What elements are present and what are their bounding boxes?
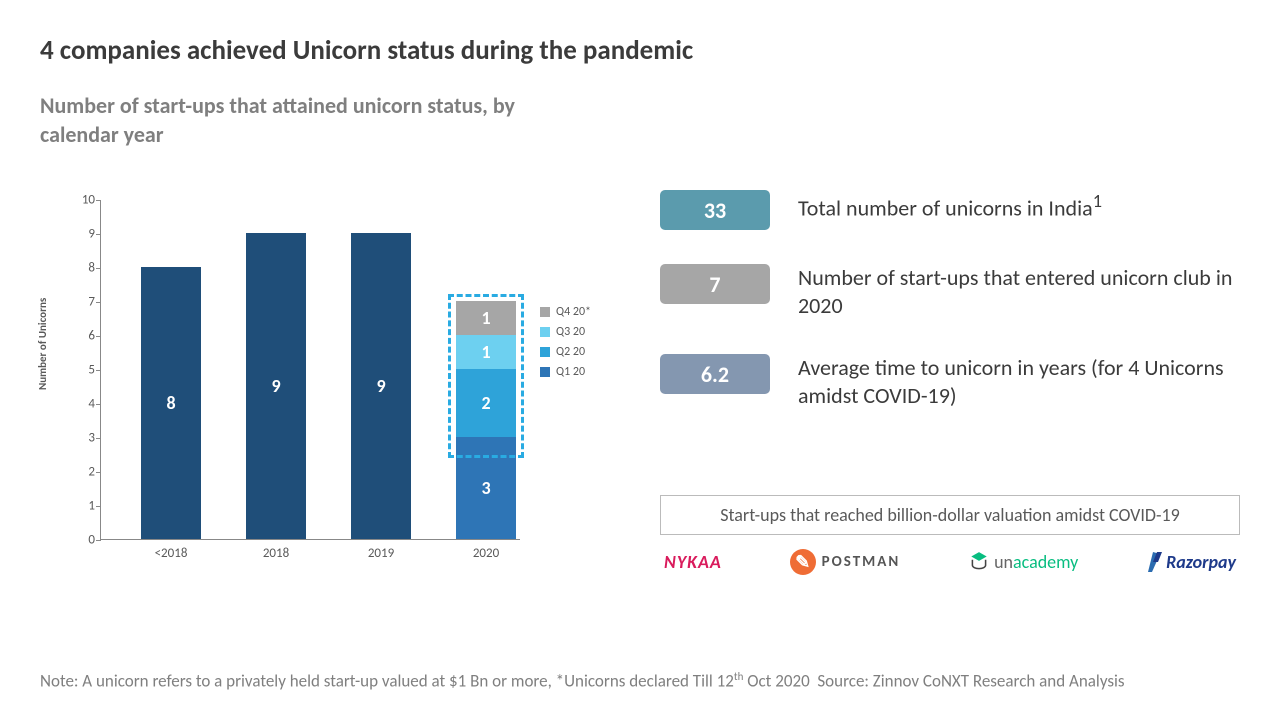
slide-title: 4 companies achieved Unicorn status duri… bbox=[40, 34, 693, 67]
bar-segment: 8 bbox=[141, 267, 201, 539]
y-tick: 5 bbox=[71, 363, 95, 378]
y-tick: 4 bbox=[71, 397, 95, 412]
bar-segment: 9 bbox=[246, 233, 306, 539]
y-tick: 0 bbox=[71, 533, 95, 548]
stat-badge: 7 bbox=[660, 264, 770, 304]
y-tick: 10 bbox=[71, 193, 95, 208]
legend-swatch bbox=[540, 367, 550, 377]
company-logo-postman: ✎POSTMAN bbox=[790, 549, 901, 575]
footnote: Note: A unicorn refers to a privately he… bbox=[40, 669, 1250, 692]
chart-legend: Q4 20* Q3 20 Q2 20 Q1 20 bbox=[540, 305, 591, 385]
stat-row: 7 Number of start-ups that entered unicor… bbox=[660, 264, 1240, 320]
x-category-label: 2019 bbox=[346, 546, 416, 561]
unicorn-chart: Number of Unicorns 0123456789108<2018920… bbox=[40, 190, 600, 580]
y-tick: 6 bbox=[71, 329, 95, 344]
y-tick: 3 bbox=[71, 431, 95, 446]
legend-label: Q4 20* bbox=[556, 305, 591, 319]
stats-panel: 33 Total number of unicorns in India1 7 Num… bbox=[660, 190, 1240, 445]
y-tick: 9 bbox=[71, 227, 95, 242]
slide-subtitle: Number of start-ups that attained unicor… bbox=[40, 92, 540, 149]
legend-swatch bbox=[540, 347, 550, 357]
logos-heading: Start-ups that reached billion-dollar va… bbox=[660, 495, 1240, 535]
legend-swatch bbox=[540, 307, 550, 317]
company-logo-razorpay: Razorpay bbox=[1146, 551, 1236, 573]
legend-item: Q1 20 bbox=[540, 365, 591, 379]
stat-badge: 33 bbox=[660, 190, 770, 230]
bar-segment: 9 bbox=[351, 233, 411, 539]
bar-2019: 9 bbox=[351, 233, 411, 539]
y-tick: 8 bbox=[71, 261, 95, 276]
slide: 4 companies achieved Unicorn status duri… bbox=[0, 0, 1280, 720]
x-category-label: 2020 bbox=[451, 546, 521, 561]
bar-2018: 9 bbox=[246, 233, 306, 539]
legend-item: Q2 20 bbox=[540, 345, 591, 359]
company-logo-nykaa: NYKAA bbox=[664, 551, 722, 573]
y-axis-label: Number of Unicorns bbox=[36, 298, 49, 390]
company-logo-unacademy: unacademy bbox=[968, 551, 1078, 573]
y-tick: 1 bbox=[71, 499, 95, 514]
x-category-label: 2018 bbox=[241, 546, 311, 561]
legend-label: Q3 20 bbox=[556, 325, 585, 339]
logos-row: NYKAA ✎POSTMAN unacademy Razorpay bbox=[660, 549, 1240, 575]
stat-row: 6.2 Average time to unicorn in years (for… bbox=[660, 354, 1240, 410]
stat-row: 33 Total number of unicorns in India1 bbox=[660, 190, 1240, 230]
legend-label: Q2 20 bbox=[556, 345, 585, 359]
legend-item: Q3 20 bbox=[540, 325, 591, 339]
legend-label: Q1 20 bbox=[556, 365, 585, 379]
stat-text: Number of start-ups that entered unicorn… bbox=[798, 264, 1240, 320]
stat-text: Average time to unicorn in years (for 4 … bbox=[798, 354, 1240, 410]
x-category-label: <2018 bbox=[136, 546, 206, 561]
y-tick: 2 bbox=[71, 465, 95, 480]
stat-text: Total number of unicorns in India1 bbox=[798, 190, 1102, 222]
legend-swatch bbox=[540, 327, 550, 337]
y-tick: 7 bbox=[71, 295, 95, 310]
stat-badge: 6.2 bbox=[660, 354, 770, 394]
logos-panel: Start-ups that reached billion-dollar va… bbox=[660, 495, 1240, 575]
chart-plot-area: 0123456789108<2018920189201911232020 bbox=[100, 200, 520, 540]
bar-<2018: 8 bbox=[141, 267, 201, 539]
legend-item: Q4 20* bbox=[540, 305, 591, 319]
highlight-box bbox=[448, 294, 524, 458]
